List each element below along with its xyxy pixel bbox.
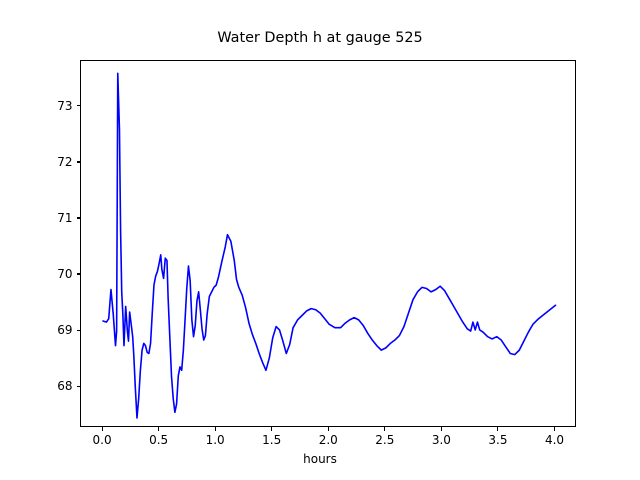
x-tick-label: 1.0 [205, 433, 225, 447]
water-depth-line [102, 72, 557, 419]
y-tick-label: 73 [57, 98, 73, 113]
chart-title: Water Depth h at gauge 525 [217, 30, 423, 46]
data-line-svg [102, 72, 557, 419]
x-tick-label: 1.5 [262, 433, 282, 447]
x-tick-label: 4.0 [544, 433, 565, 447]
x-axis-label: hours [303, 452, 337, 466]
y-tick-label: 69 [57, 323, 73, 338]
x-tick-label: 3.5 [488, 433, 508, 447]
y-tick-label: 72 [57, 154, 73, 169]
x-tick-label: 0.0 [92, 433, 112, 447]
x-tick-label: 0.5 [149, 433, 169, 447]
plot-axes [80, 60, 576, 427]
x-tick-label: 2.0 [318, 433, 338, 447]
y-tick-label: 68 [57, 379, 73, 394]
y-tick-label: 71 [57, 211, 73, 225]
x-tick-label: 2.5 [375, 433, 395, 447]
x-tick-label: 3.0 [431, 433, 451, 447]
y-tick-label: 70 [57, 267, 73, 282]
